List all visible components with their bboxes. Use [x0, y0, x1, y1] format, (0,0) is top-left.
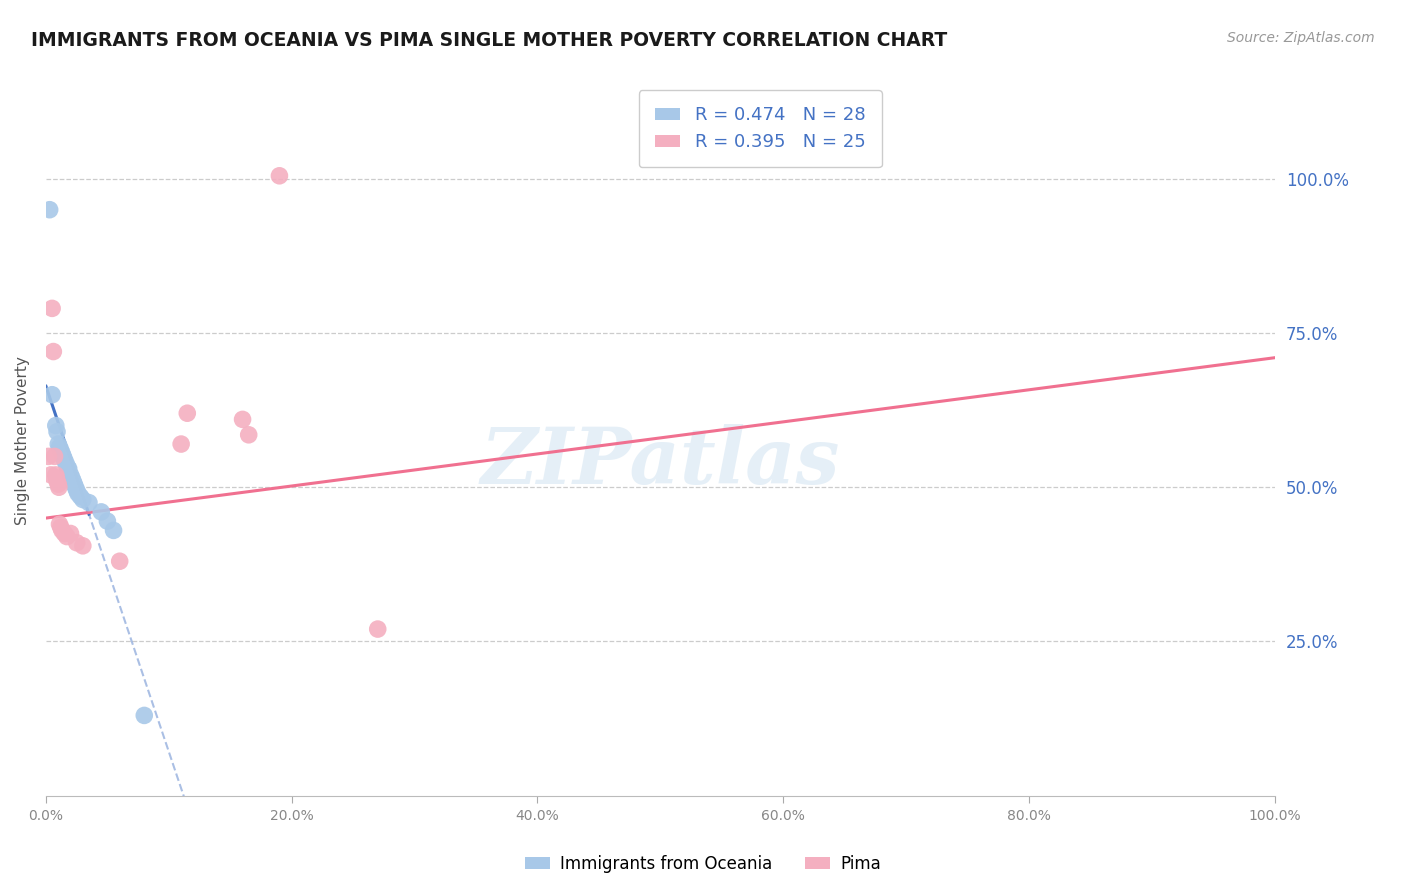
Point — [53, 452, 76, 467]
Point — [51, 446, 73, 460]
Point — [58, 461, 80, 475]
Point — [56, 530, 79, 544]
Point — [45, 418, 67, 433]
Point — [72, 539, 94, 553]
Point — [53, 526, 76, 541]
Point — [59, 467, 82, 482]
Point — [62, 474, 84, 488]
Point — [48, 480, 70, 494]
Text: Source: ZipAtlas.com: Source: ZipAtlas.com — [1227, 31, 1375, 45]
Point — [48, 517, 70, 532]
Point — [108, 554, 131, 568]
Point — [49, 520, 72, 534]
Point — [45, 467, 67, 482]
Point — [45, 471, 67, 485]
Point — [46, 437, 69, 451]
Point — [41, 301, 63, 316]
Point — [48, 440, 70, 454]
Point — [63, 477, 86, 491]
Text: ZIPatlas: ZIPatlas — [481, 424, 839, 500]
Point — [60, 471, 83, 485]
Point — [51, 524, 73, 538]
Point — [46, 474, 69, 488]
Legend: Immigrants from Oceania, Pima: Immigrants from Oceania, Pima — [519, 848, 887, 880]
Point — [134, 708, 156, 723]
Point — [77, 496, 100, 510]
Point — [46, 477, 69, 491]
Point — [46, 425, 69, 439]
Text: IMMIGRANTS FROM OCEANIA VS PIMA SINGLE MOTHER POVERTY CORRELATION CHART: IMMIGRANTS FROM OCEANIA VS PIMA SINGLE M… — [31, 31, 948, 50]
Y-axis label: Single Mother Poverty: Single Mother Poverty — [15, 357, 30, 525]
Point — [170, 437, 193, 451]
Point — [66, 486, 89, 500]
Legend: R = 0.474   N = 28, R = 0.395   N = 25: R = 0.474 N = 28, R = 0.395 N = 25 — [638, 90, 882, 168]
Point — [52, 450, 75, 464]
Point — [238, 427, 260, 442]
Point — [59, 526, 82, 541]
Point — [72, 492, 94, 507]
Point — [39, 467, 62, 482]
Point — [42, 344, 65, 359]
Point — [66, 483, 89, 498]
Point — [90, 505, 112, 519]
Point — [367, 622, 389, 636]
Point — [37, 450, 59, 464]
Point — [269, 169, 291, 183]
Point — [66, 535, 89, 549]
Point — [55, 456, 77, 470]
Point — [65, 480, 87, 494]
Point — [41, 388, 63, 402]
Point — [49, 443, 72, 458]
Point — [56, 461, 79, 475]
Point — [232, 412, 254, 426]
Point — [176, 406, 198, 420]
Point — [103, 524, 125, 538]
Point — [96, 514, 118, 528]
Point — [44, 450, 66, 464]
Point — [56, 458, 79, 473]
Point — [69, 490, 91, 504]
Point — [38, 202, 60, 217]
